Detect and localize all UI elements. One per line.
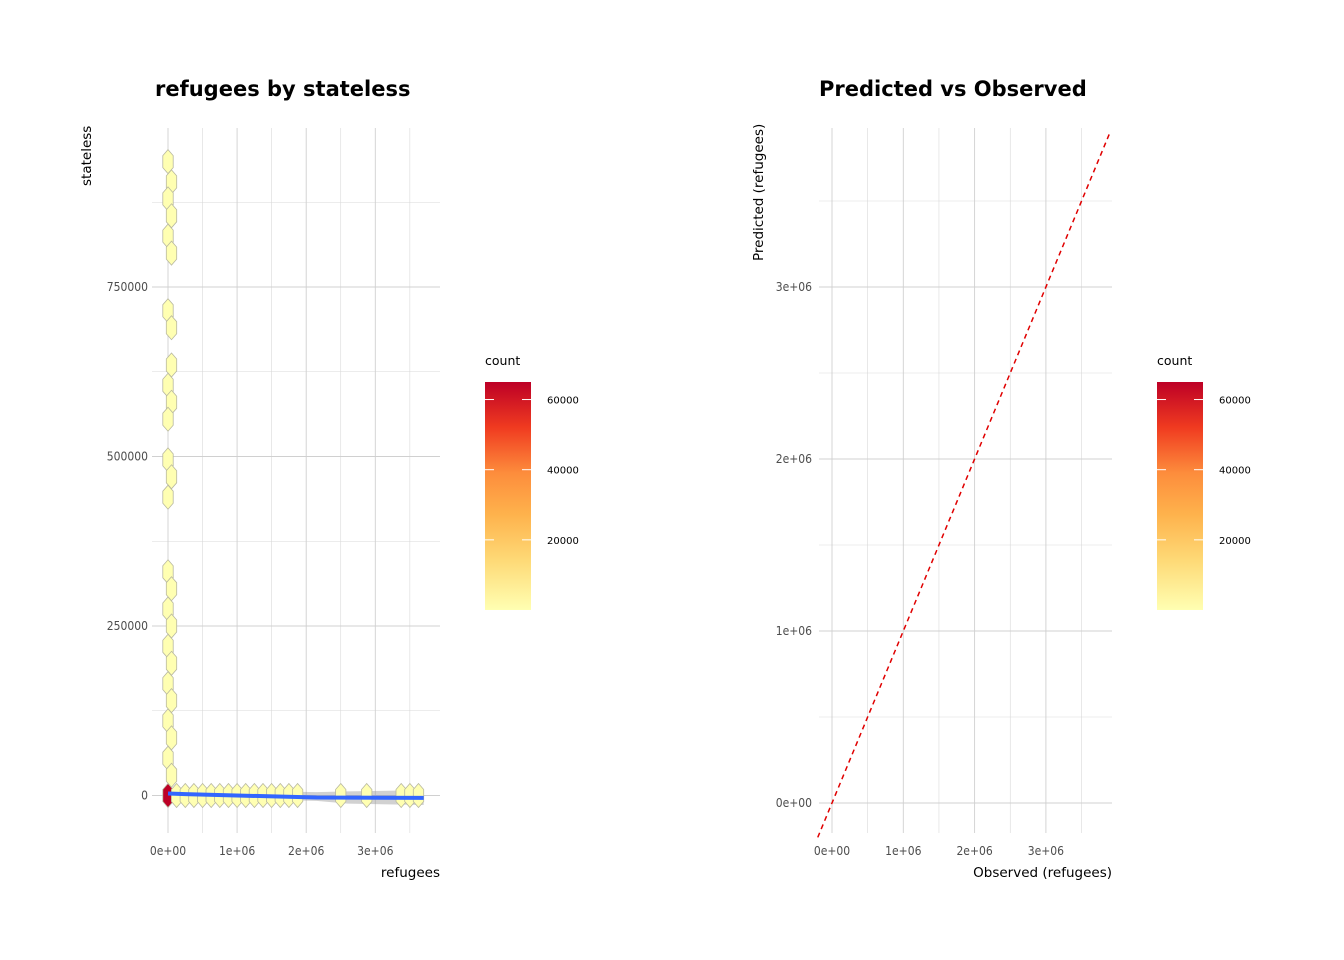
y-axis-label: Predicted (refugees) [751,124,767,261]
chart-title: refugees by stateless [155,77,410,101]
hexbin-cell [165,762,178,788]
x-tick-label: 2e+06 [288,844,324,858]
chart-title: Predicted vs Observed [819,77,1087,101]
x-axis-label: refugees [381,865,440,881]
legend-tick-label: 40000 [1219,466,1251,477]
x-tick-label: 1e+06 [885,844,921,858]
axis-ticks: 0e+00 1e+06 2e+06 3e+06 0 250000 500000 750000 [107,280,394,858]
plot-grid [152,128,440,833]
legend-ticks: 20000 40000 60000 [485,396,579,547]
x-axis-label: Observed (refugees) [973,865,1112,881]
legend-ticks: 20000 40000 60000 [1157,396,1251,547]
smooth-line [167,791,424,800]
predicted-vs-observed-panel: Predicted vs Observed 0e+00 1e+06 2e+06 3e+… [751,77,1251,881]
hexbin-marks [162,148,425,809]
legend-tick-label: 40000 [547,466,579,477]
legend-tick-label: 60000 [1219,396,1251,407]
identity-line [817,131,1111,838]
y-tick-label: 1e+06 [776,624,812,638]
color-legend: count 20000 40000 60000 [485,353,579,610]
hexbin-panel: refugees by stateless 0e+00 1e+06 2e+06 3e+… [79,77,579,881]
x-tick-label: 0e+00 [150,844,186,858]
y-tick-label: 2e+06 [776,452,812,466]
legend-colorbar [485,382,531,610]
legend-title: count [1157,353,1192,368]
hexbin-cell [162,484,174,510]
legend-tick-label: 20000 [1219,536,1251,547]
color-legend: count 20000 40000 60000 [1157,353,1251,610]
hexbin-cell [162,406,174,432]
legend-tick-label: 60000 [547,396,579,407]
smooth-trend-line [167,791,424,800]
x-tick-label: 2e+06 [956,844,992,858]
y-tick-label: 750000 [107,280,148,294]
legend-title: count [485,353,520,368]
hexbin-cell [165,240,178,266]
plot-grid [819,128,1112,833]
y-tick-label: 0e+00 [776,796,812,810]
y-tick-label: 3e+06 [776,280,812,294]
y-tick-label: 250000 [107,619,148,633]
legend-colorbar [1157,382,1203,610]
x-tick-label: 1e+06 [219,844,255,858]
hexbin-cell [361,782,373,809]
y-axis-label: stateless [79,126,95,186]
hexbin-cell [412,782,425,809]
legend-tick-label: 20000 [547,536,579,547]
axis-ticks: 0e+00 1e+06 2e+06 3e+06 0e+00 1e+06 2e+06 3e+06 [776,280,1064,858]
reference-line [817,131,1111,838]
hexbin-cell [165,315,178,341]
hexbin-cell [335,782,347,809]
y-tick-label: 500000 [107,450,148,464]
y-tick-label: 0 [141,789,148,803]
x-tick-label: 0e+00 [814,844,850,858]
x-tick-label: 3e+06 [357,844,393,858]
x-tick-label: 3e+06 [1028,844,1064,858]
